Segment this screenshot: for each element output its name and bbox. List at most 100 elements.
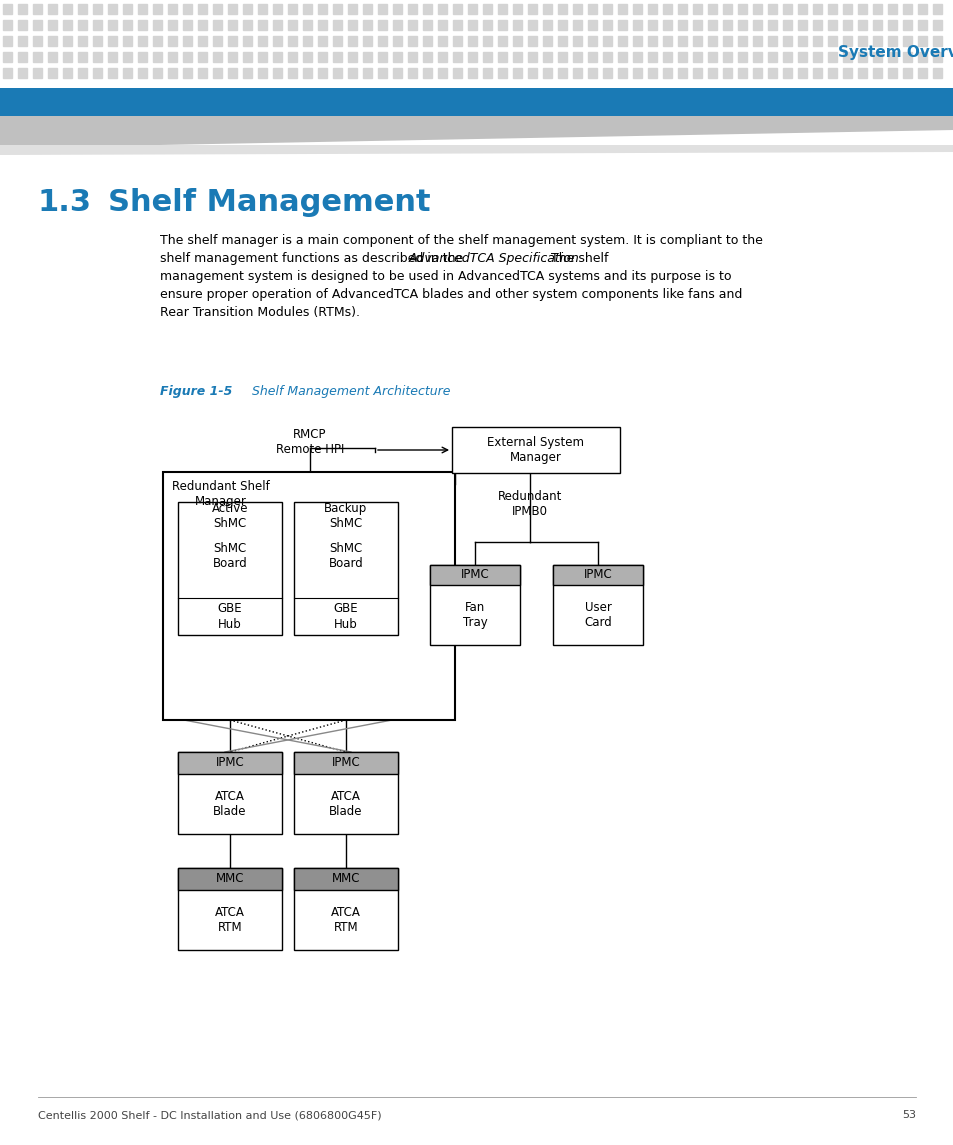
Bar (228, 68, 236, 78)
Bar (198, 35, 207, 46)
Text: Rear Transition Modules (RTMs).: Rear Transition Modules (RTMs). (160, 306, 359, 319)
Bar (827, 19, 836, 30)
Bar (138, 19, 147, 30)
Bar (857, 35, 866, 46)
Bar (138, 68, 147, 78)
Bar (317, 35, 327, 46)
Bar (18, 35, 27, 46)
Bar (812, 68, 821, 78)
Bar (377, 35, 387, 46)
Bar (183, 52, 192, 62)
Bar (767, 68, 776, 78)
Bar (333, 3, 341, 14)
Text: The shelf manager is a main component of the shelf management system. It is comp: The shelf manager is a main component of… (160, 234, 762, 247)
Bar (393, 68, 401, 78)
Bar (108, 35, 117, 46)
Bar (482, 3, 492, 14)
Bar (558, 68, 566, 78)
Bar (917, 68, 926, 78)
Bar (123, 19, 132, 30)
Bar (178, 502, 282, 635)
Bar (198, 68, 207, 78)
Bar (738, 35, 746, 46)
Bar (827, 3, 836, 14)
Bar (647, 19, 657, 30)
Bar (78, 3, 87, 14)
Bar (317, 19, 327, 30)
Bar (123, 52, 132, 62)
Bar (437, 35, 447, 46)
Bar (178, 752, 282, 834)
Bar (152, 35, 162, 46)
Bar (468, 68, 476, 78)
Text: IPMC: IPMC (460, 569, 489, 582)
Bar (273, 19, 282, 30)
Bar (482, 19, 492, 30)
Bar (767, 52, 776, 62)
Bar (872, 19, 882, 30)
Bar (468, 35, 476, 46)
Bar (48, 35, 57, 46)
Bar (618, 35, 626, 46)
Bar (902, 68, 911, 78)
Bar (872, 35, 882, 46)
Bar (827, 52, 836, 62)
Bar (123, 68, 132, 78)
Bar (78, 68, 87, 78)
Bar (213, 19, 222, 30)
Bar (558, 19, 566, 30)
Text: MMC: MMC (332, 872, 360, 885)
Text: IPMC: IPMC (332, 757, 360, 769)
Bar (797, 52, 806, 62)
Bar (33, 3, 42, 14)
Bar (92, 52, 102, 62)
Text: Backup
ShMC: Backup ShMC (324, 502, 367, 530)
Bar (243, 52, 252, 62)
Bar (513, 3, 521, 14)
Bar (553, 564, 642, 585)
Bar (198, 3, 207, 14)
Bar (842, 52, 851, 62)
Bar (408, 68, 416, 78)
Text: ATCA
RTM: ATCA RTM (331, 906, 360, 934)
Bar (917, 35, 926, 46)
Text: ATCA
Blade: ATCA Blade (329, 790, 362, 818)
Bar (722, 35, 731, 46)
Bar (633, 19, 641, 30)
Bar (303, 35, 312, 46)
Bar (707, 52, 717, 62)
Bar (430, 564, 519, 645)
Bar (827, 68, 836, 78)
Bar (527, 3, 537, 14)
Bar (812, 52, 821, 62)
Bar (108, 3, 117, 14)
Bar (797, 68, 806, 78)
Bar (887, 68, 896, 78)
Bar (782, 68, 791, 78)
Bar (797, 35, 806, 46)
Bar (887, 19, 896, 30)
Bar (678, 52, 686, 62)
Bar (408, 52, 416, 62)
Bar (573, 35, 581, 46)
Text: Redundant
IPMB0: Redundant IPMB0 (497, 490, 561, 518)
Polygon shape (0, 116, 953, 148)
Bar (3, 52, 12, 62)
Bar (348, 3, 356, 14)
Bar (542, 35, 552, 46)
Bar (48, 19, 57, 30)
Bar (797, 3, 806, 14)
Bar (453, 19, 461, 30)
Bar (243, 19, 252, 30)
Bar (573, 3, 581, 14)
Bar (887, 52, 896, 62)
Bar (273, 68, 282, 78)
Bar (198, 19, 207, 30)
Bar (707, 19, 717, 30)
Text: Redundant Shelf
Manager: Redundant Shelf Manager (172, 480, 270, 508)
Bar (513, 19, 521, 30)
Bar (917, 3, 926, 14)
Bar (542, 19, 552, 30)
Bar (393, 35, 401, 46)
Text: 1.3: 1.3 (38, 188, 91, 218)
